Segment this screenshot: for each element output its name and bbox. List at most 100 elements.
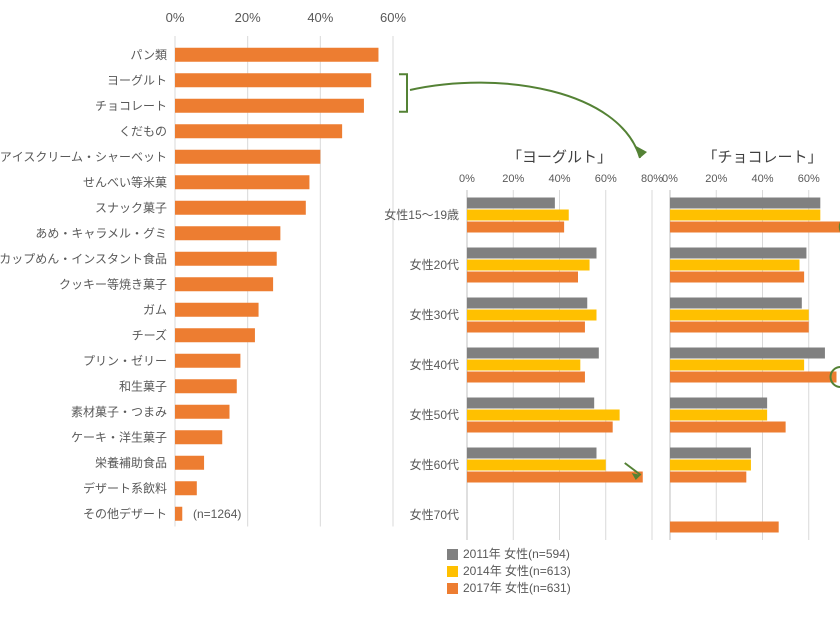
left-category-label: カップめん・インスタント食品 xyxy=(0,251,167,266)
legend-label: 2017年 女性(n=631) xyxy=(463,580,571,595)
grouped-bar xyxy=(670,410,767,421)
left-category-label: ヨーグルト xyxy=(107,73,167,87)
grouped-bar xyxy=(670,360,804,371)
grouped-bar xyxy=(670,298,802,309)
age-label: 女性30代 xyxy=(410,307,459,322)
panel-title: 「チョコレート」 xyxy=(702,149,822,166)
left-xtick-label: 20% xyxy=(235,10,261,25)
grouped-bar xyxy=(467,448,597,459)
left-bar xyxy=(175,252,277,266)
left-category-label: 栄養補助食品 xyxy=(95,455,167,470)
left-bar xyxy=(175,124,342,138)
left-bar xyxy=(175,175,309,189)
grouped-bar xyxy=(670,398,767,409)
grouped-bar xyxy=(670,210,820,221)
left-n-label: (n=1264) xyxy=(193,507,241,521)
left-bar xyxy=(175,99,364,113)
charts-canvas: 0% 20% 40% 60% パン類ヨーグルトチョコレートくだものアイスクリーム・シャー… xyxy=(0,0,840,616)
right-xtick-label: 80% xyxy=(641,173,663,185)
grouped-bar xyxy=(467,472,643,483)
left-bar xyxy=(175,277,273,291)
legend-swatch xyxy=(447,583,458,594)
left-xtick-label: 60% xyxy=(380,10,406,25)
left-bar xyxy=(175,405,230,419)
grouped-bar xyxy=(467,222,564,233)
age-label: 女性15～19歳 xyxy=(384,207,459,222)
grouped-bar xyxy=(670,222,840,233)
curved-arrow xyxy=(410,83,640,158)
left-category-label: チーズ xyxy=(132,327,167,342)
grouped-bar xyxy=(467,398,594,409)
grouped-bar xyxy=(670,322,809,333)
legend-swatch xyxy=(447,566,458,577)
left-bar xyxy=(175,201,306,215)
right-xtick-label: 40% xyxy=(548,173,570,185)
left-category-label: チョコレート xyxy=(95,99,167,113)
left-bar xyxy=(175,379,237,393)
left-bar xyxy=(175,354,240,368)
right-xtick-label: 60% xyxy=(798,173,820,185)
grouped-bar xyxy=(670,448,751,459)
right-xtick-label: 20% xyxy=(502,173,524,185)
right-xtick-label: 0% xyxy=(459,173,475,185)
age-label: 女性50代 xyxy=(410,407,459,422)
grouped-bar xyxy=(467,372,585,383)
grouped-bar xyxy=(670,198,820,209)
left-category-label: プリン・ゼリー xyxy=(83,354,167,368)
grouped-bar xyxy=(670,260,800,271)
left-category-label: その他デザート xyxy=(83,506,167,521)
left-category-label: 素材菓子・つまみ xyxy=(71,405,167,419)
left-bar xyxy=(175,150,320,164)
left-category-label: パン類 xyxy=(130,48,167,62)
grouped-bar xyxy=(670,272,804,283)
right-xtick-label: 20% xyxy=(705,173,727,185)
right-xtick-label: 60% xyxy=(595,173,617,185)
right-xtick-label: 0% xyxy=(662,173,678,185)
left-xtick-label: 40% xyxy=(307,10,333,25)
left-xtick-label: 0% xyxy=(166,10,185,25)
legend-swatch xyxy=(447,549,458,560)
left-bar xyxy=(175,507,182,521)
legend-label: 2011年 女性(n=594) xyxy=(463,546,570,561)
grouped-bar xyxy=(670,472,746,483)
left-bar xyxy=(175,481,197,495)
grouped-bar xyxy=(467,260,590,271)
left-category-label: クッキー等焼き菓子 xyxy=(59,277,167,291)
grouped-bar xyxy=(670,372,837,383)
left-category-label: ガム xyxy=(143,303,167,317)
grouped-bar xyxy=(670,460,751,471)
left-bar xyxy=(175,48,378,62)
grouped-bar xyxy=(670,310,809,321)
grouped-bar xyxy=(670,248,806,259)
left-category-label: 和生菓子 xyxy=(119,379,167,393)
left-bar xyxy=(175,456,204,470)
grouped-bar xyxy=(467,360,580,371)
left-category-label: せんべい等米菓 xyxy=(83,175,167,189)
grouped-bar xyxy=(467,422,613,433)
left-category-label: ケーキ・洋生菓子 xyxy=(71,429,167,444)
bracket xyxy=(399,74,407,112)
grouped-bar xyxy=(670,348,825,359)
left-category-label: アイスクリーム・シャーベット xyxy=(0,150,167,164)
left-category-label: スナック菓子 xyxy=(95,201,167,215)
panel-title: 「ヨーグルト」 xyxy=(507,149,612,166)
age-label: 女性20代 xyxy=(410,257,459,272)
grouped-bar xyxy=(467,460,606,471)
grouped-bar xyxy=(467,210,569,221)
grouped-bar xyxy=(467,322,585,333)
grouped-bar xyxy=(670,422,786,433)
age-label: 女性40代 xyxy=(410,357,459,372)
left-category-label: あめ・キャラメル・グミ xyxy=(35,226,167,240)
grouped-bar xyxy=(467,348,599,359)
left-bar xyxy=(175,430,222,444)
grouped-bar xyxy=(670,522,779,533)
grouped-bar xyxy=(467,410,620,421)
grouped-bar xyxy=(467,298,587,309)
grouped-bar xyxy=(467,272,578,283)
grouped-bar xyxy=(467,248,597,259)
left-category-label: デザート系飲料 xyxy=(83,480,167,495)
left-category-label: くだもの xyxy=(119,124,167,138)
age-label: 女性60代 xyxy=(410,457,459,472)
grouped-bar xyxy=(467,310,597,321)
left-bar xyxy=(175,303,259,317)
